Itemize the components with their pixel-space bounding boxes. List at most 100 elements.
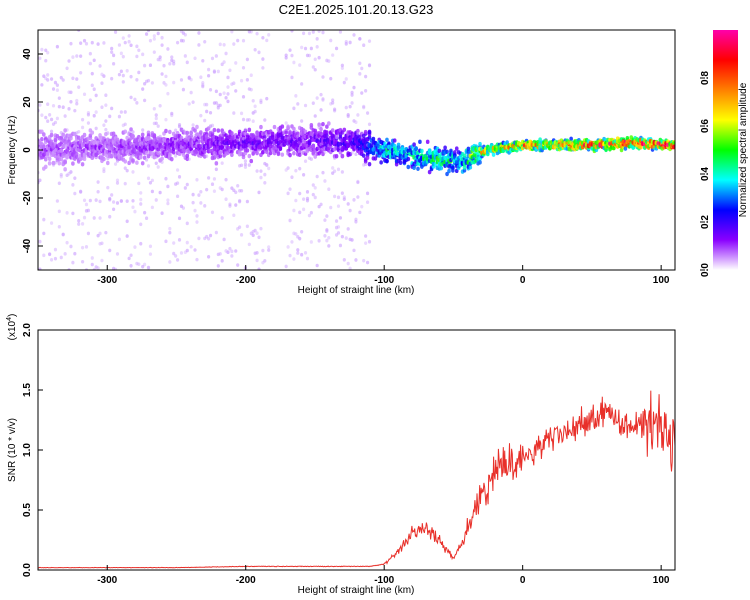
spectrogram-cell (329, 76, 333, 81)
spectrogram-cell (315, 37, 319, 41)
spectrogram-cell (356, 179, 360, 184)
spectrogram-cell (135, 101, 139, 105)
spectrogram-cell (185, 60, 189, 65)
spectrogram-cell (164, 83, 168, 87)
spectrogram-cell (247, 153, 252, 159)
spectrogram-cell (365, 260, 370, 265)
spectrogram-cell (234, 203, 238, 207)
spectrogram-cell (367, 63, 372, 68)
spectrogram-cell (296, 102, 300, 106)
spectrogram-cell (94, 198, 98, 202)
spectrogram-cell (323, 233, 327, 238)
spectrogram-cell (71, 211, 75, 216)
spectrogram-cell (400, 146, 405, 151)
spectrogram-cell (286, 166, 290, 170)
spectrogram-cell (354, 219, 358, 224)
spectrogram-cell (350, 238, 354, 242)
spectrogram-cell (185, 130, 190, 136)
spectrogram-cell (168, 129, 172, 135)
spectrogram-cell (121, 80, 125, 84)
spectrogram-cell (38, 103, 42, 107)
spectrogram-cell (174, 154, 178, 158)
spectrogram-cell (387, 141, 391, 146)
spectrogram-cell (88, 198, 92, 203)
spectrogram-cell (104, 230, 108, 235)
spectrogram-cell (331, 166, 335, 170)
spectrogram-cell (257, 50, 261, 55)
spectrogram-cell (129, 253, 133, 258)
spectrogram-cell (208, 124, 213, 129)
spectrogram-cell (127, 34, 131, 38)
spectrogram-cell (228, 202, 232, 207)
spectrogram-cell (329, 38, 333, 43)
spectrogram-cell (259, 175, 263, 180)
spectrogram-cell (49, 221, 54, 225)
spectrogram-cell (325, 58, 329, 63)
spectrogram-cell (451, 168, 455, 173)
spectrogram-cell (57, 181, 61, 186)
spectrogram-cell (160, 156, 164, 161)
spectrogram-cell (447, 168, 451, 174)
spectrogram-cell (305, 190, 310, 194)
spectrogram-cell (334, 225, 339, 230)
spectrogram-cell (265, 96, 269, 101)
spectrogram-cell (55, 83, 59, 87)
spectrogram-cell (350, 101, 354, 105)
spectrogram-cell (255, 250, 259, 255)
spectrogram-cell (214, 89, 218, 94)
spectrogram-cell (141, 128, 145, 132)
spectrogram-cell (298, 63, 302, 67)
spectrogram-cell (220, 187, 224, 192)
spectrogram-cell (313, 195, 317, 200)
spectrogram-cell (360, 130, 364, 135)
spectrogram-cell (156, 165, 160, 169)
spectrogram-cell (175, 194, 180, 199)
y-tick-label: 0.5 (22, 503, 33, 517)
spectrogram-cell (331, 98, 335, 103)
spectrogram-cell (51, 163, 56, 167)
spectrogram-cell (302, 207, 306, 212)
snr-frame (37, 329, 676, 571)
spectrogram-cell (302, 31, 306, 36)
spectrogram-cell (185, 153, 190, 158)
spectrogram-cell (88, 98, 92, 102)
spectrogram-cell (255, 31, 259, 36)
spectrogram-cell (150, 189, 154, 194)
spectrogram-cell (298, 166, 302, 171)
spectrogram-cell (261, 248, 265, 253)
spectrogram-cell (115, 252, 120, 256)
spectrogram-cell (360, 66, 364, 71)
spectrogram-cell (348, 104, 352, 109)
spectrogram-cell (342, 197, 346, 201)
spectrogram-cell (362, 43, 366, 48)
x-tick-label: -200 (236, 575, 256, 586)
spectrogram-cell (117, 114, 122, 119)
spectrogram-cell (210, 210, 215, 215)
spectrogram-cell (290, 175, 294, 180)
spectrogram-cell (73, 176, 77, 180)
spectrogram-cell (334, 219, 339, 223)
spectrogram-cell (212, 70, 217, 74)
spectrogram-cell (47, 161, 52, 166)
spectrogram-cell (412, 142, 416, 147)
spectrogram-cell (205, 187, 209, 192)
spectrogram-cell (170, 58, 174, 63)
spectrogram-cell (117, 43, 122, 47)
spectrogram-cell (245, 199, 249, 204)
spectrogram-cell (48, 112, 52, 117)
x-tick-label: -100 (374, 575, 394, 586)
spectrogram-cell (340, 66, 344, 70)
spectrogram-cell (334, 154, 339, 159)
spectrogram-cell (284, 264, 288, 269)
spectrogram-cell (42, 217, 46, 222)
spectrogram-cell (98, 64, 102, 68)
spectrogram-cell (334, 135, 339, 140)
spectrogram-cell (166, 201, 170, 206)
spectrogram-cell (53, 80, 58, 85)
spectrogram-cell (181, 31, 186, 35)
spectrogram-cell (321, 30, 325, 35)
spectrogram-cell (150, 178, 154, 183)
spectrogram-cell (294, 168, 298, 173)
spectrogram-cell (90, 71, 94, 76)
spectrogram-cell (143, 81, 147, 86)
